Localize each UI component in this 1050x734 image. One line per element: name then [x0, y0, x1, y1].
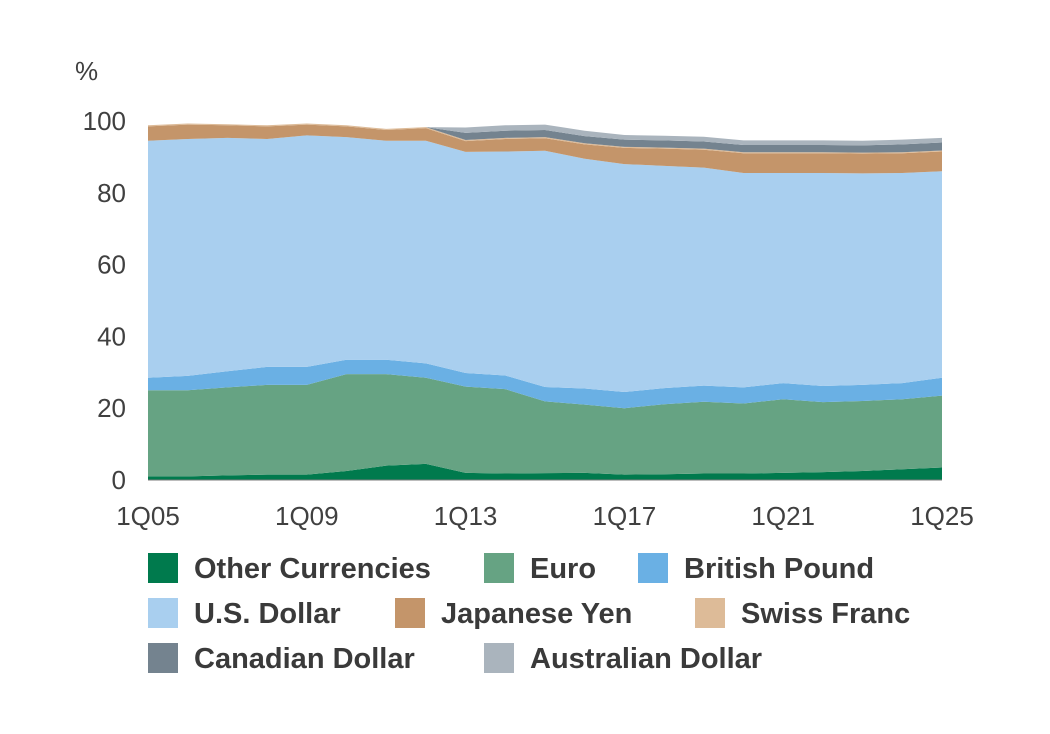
- area-series-2: [148, 359, 942, 409]
- legend-label: British Pound: [684, 553, 874, 585]
- y-axis-label: %: [75, 56, 98, 86]
- y-tick-label: 100: [83, 106, 126, 136]
- legend-label: Euro: [530, 553, 596, 585]
- area-series-1: [148, 374, 942, 477]
- legend-label: Japanese Yen: [441, 598, 632, 630]
- x-tick-label: 1Q25: [910, 501, 974, 531]
- y-tick-label: 60: [97, 250, 126, 280]
- legend-swatch: [484, 643, 514, 673]
- legend-label: U.S. Dollar: [194, 598, 341, 630]
- area-series-0: [148, 463, 942, 480]
- legend-item: Japanese Yen: [395, 598, 632, 630]
- legend-swatch: [638, 553, 668, 583]
- legend: Other Currencies Euro British Pound U.S. Do…: [148, 553, 910, 675]
- area-series-3: [148, 135, 942, 393]
- legend-swatch: [395, 598, 425, 628]
- legend-label: Other Currencies: [194, 553, 431, 585]
- y-tick-label: 40: [97, 321, 126, 351]
- legend-swatch: [148, 643, 178, 673]
- legend-swatch: [148, 598, 178, 628]
- x-tick-label: 1Q17: [593, 501, 657, 531]
- x-tick-label: 1Q09: [275, 501, 339, 531]
- legend-item: Swiss Franc: [695, 598, 910, 630]
- area-series-4: [148, 124, 942, 174]
- y-tick-label: 20: [97, 393, 126, 423]
- legend-label: Swiss Franc: [741, 598, 910, 630]
- legend-item: U.S. Dollar: [148, 598, 341, 630]
- area-layers: [148, 123, 942, 481]
- legend-item: British Pound: [638, 553, 874, 585]
- legend-swatch: [484, 553, 514, 583]
- area-series-6: [148, 123, 942, 153]
- legend-item: Australian Dollar: [484, 643, 762, 675]
- y-axis-ticks: 0 20 40 60 80 100: [83, 106, 126, 495]
- x-tick-label: 1Q05: [116, 501, 180, 531]
- x-tick-label: 1Q21: [751, 501, 815, 531]
- area-series-7: [148, 123, 942, 146]
- legend-swatch: [695, 598, 725, 628]
- legend-item: Euro: [484, 553, 596, 585]
- y-tick-label: 0: [112, 465, 126, 495]
- x-tick-label: 1Q13: [434, 501, 498, 531]
- y-tick-label: 80: [97, 178, 126, 208]
- x-axis-ticks: 1Q05 1Q09 1Q13 1Q17 1Q21 1Q25: [116, 501, 974, 531]
- legend-label: Canadian Dollar: [194, 643, 415, 675]
- legend-item: Other Currencies: [148, 553, 431, 585]
- legend-label: Australian Dollar: [530, 643, 762, 675]
- legend-swatch: [148, 553, 178, 583]
- legend-item: Canadian Dollar: [148, 643, 415, 675]
